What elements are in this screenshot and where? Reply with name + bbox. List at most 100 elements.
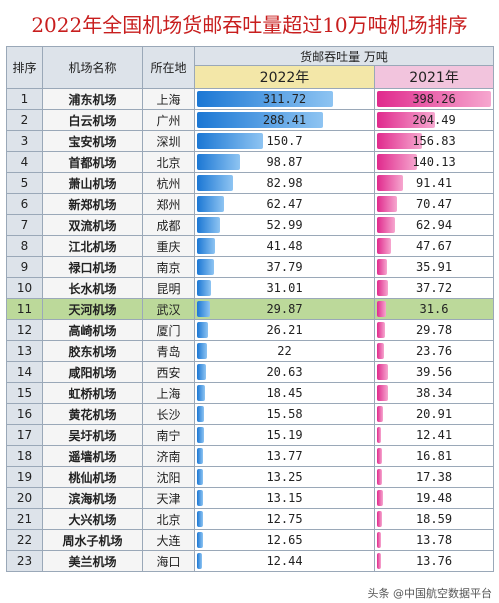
table-row: 21 大兴机场 北京 12.75 18.59 [6, 508, 495, 530]
bar-2022 [197, 280, 211, 296]
value-2021-cell: 13.76 [373, 550, 495, 572]
header-name: 机场名称 [42, 46, 143, 89]
airport-name-cell: 吴圩机场 [42, 424, 143, 446]
value-2022-label: 26.21 [266, 323, 303, 337]
airport-name-cell: 白云机场 [42, 109, 143, 131]
bar-2021 [377, 343, 384, 359]
value-2022-label: 311.72 [262, 92, 307, 106]
table-row: 2 白云机场 广州 288.41 204.49 [6, 109, 495, 131]
table-row: 23 美兰机场 海口 12.44 13.76 [6, 550, 495, 572]
table-row: 16 黄花机场 长沙 15.58 20.91 [6, 403, 495, 425]
value-2022-cell: 311.72 [194, 88, 375, 110]
value-2021-label: 29.78 [415, 323, 453, 337]
value-2022-label: 288.41 [262, 113, 307, 127]
city-cell: 重庆 [142, 235, 195, 257]
airport-name-cell: 大兴机场 [42, 508, 143, 530]
value-2022-label: 29.87 [266, 302, 303, 316]
rank-cell: 15 [6, 382, 43, 404]
rank-cell: 11 [6, 298, 43, 320]
value-2022-label: 13.15 [266, 491, 303, 505]
airport-name-cell: 黄花机场 [42, 403, 143, 425]
airport-name-cell: 宝安机场 [42, 130, 143, 152]
bar-2021 [377, 553, 381, 569]
value-2021-label: 204.49 [412, 113, 456, 127]
bar-2022 [197, 322, 208, 338]
rank-cell: 19 [6, 466, 43, 488]
table-row: 7 双流机场 成都 52.99 62.94 [6, 214, 495, 236]
header-rank: 排序 [6, 46, 43, 89]
value-2022-label: 41.48 [266, 239, 303, 253]
rank-cell: 5 [6, 172, 43, 194]
table-row: 6 新郑机场 郑州 62.47 70.47 [6, 193, 495, 215]
rank-cell: 3 [6, 130, 43, 152]
bar-2021 [377, 448, 382, 464]
bar-2022 [197, 532, 203, 548]
table-body: 1 浦东机场 上海 311.72 398.26 2 白云机场 广州 288.41 204.49 3 宝… [6, 88, 495, 572]
bar-2021 [377, 133, 422, 149]
bar-2021 [377, 427, 381, 443]
value-2021-cell: 38.34 [373, 382, 495, 404]
airport-name-cell: 首都机场 [42, 151, 143, 173]
city-cell: 长沙 [142, 403, 195, 425]
value-2021-label: 62.94 [415, 218, 453, 232]
value-2021-cell: 12.41 [373, 424, 495, 446]
value-2021-cell: 17.38 [373, 466, 495, 488]
rank-cell: 4 [6, 151, 43, 173]
value-2022-cell: 37.79 [194, 256, 375, 278]
value-2022-cell: 15.58 [194, 403, 375, 425]
city-cell: 南京 [142, 256, 195, 278]
value-2021-cell: 140.13 [373, 151, 495, 173]
value-2021-label: 38.34 [415, 386, 453, 400]
city-cell: 大连 [142, 529, 195, 551]
city-cell: 北京 [142, 508, 195, 530]
city-cell: 上海 [142, 88, 195, 110]
city-cell: 北京 [142, 151, 195, 173]
value-2022-cell: 26.21 [194, 319, 375, 341]
value-2021-cell: 20.91 [373, 403, 495, 425]
rank-cell: 17 [6, 424, 43, 446]
table-row: 9 禄口机场 南京 37.79 35.91 [6, 256, 495, 278]
airport-name-cell: 高崎机场 [42, 319, 143, 341]
airport-name-cell: 长水机场 [42, 277, 143, 299]
bar-2021 [377, 91, 491, 107]
value-2022-label: 98.87 [266, 155, 303, 169]
value-2022-label: 22 [277, 344, 292, 358]
value-2022-label: 150.7 [266, 134, 303, 148]
value-2022-label: 37.79 [266, 260, 303, 274]
city-cell: 西安 [142, 361, 195, 383]
table-row: 5 萧山机场 杭州 82.98 91.41 [6, 172, 495, 194]
bar-2021 [377, 259, 387, 275]
airport-name-cell: 江北机场 [42, 235, 143, 257]
table-row: 15 虹桥机场 上海 18.45 38.34 [6, 382, 495, 404]
value-2021-cell: 37.72 [373, 277, 495, 299]
value-2021-cell: 91.41 [373, 172, 495, 194]
rank-cell: 8 [6, 235, 43, 257]
value-2022-cell: 12.44 [194, 550, 375, 572]
bar-2021 [377, 301, 386, 317]
table-row: 12 高崎机场 厦门 26.21 29.78 [6, 319, 495, 341]
table-row: 17 吴圩机场 南宁 15.19 12.41 [6, 424, 495, 446]
value-2022-cell: 150.7 [194, 130, 375, 152]
value-2022-cell: 13.25 [194, 466, 375, 488]
value-2022-cell: 18.45 [194, 382, 375, 404]
value-2021-cell: 39.56 [373, 361, 495, 383]
airport-name-cell: 禄口机场 [42, 256, 143, 278]
table-row: 3 宝安机场 深圳 150.7 156.83 [6, 130, 495, 152]
value-2022-cell: 12.75 [194, 508, 375, 530]
value-2022-label: 62.47 [266, 197, 303, 211]
value-2021-label: 35.91 [415, 260, 453, 274]
value-2021-label: 20.91 [415, 407, 453, 421]
value-2022-cell: 13.77 [194, 445, 375, 467]
bar-2022 [197, 196, 224, 212]
airport-name-cell: 虹桥机场 [42, 382, 143, 404]
value-2022-cell: 98.87 [194, 151, 375, 173]
value-2022-label: 12.44 [266, 554, 303, 568]
value-2021-cell: 19.48 [373, 487, 495, 509]
city-cell: 沈阳 [142, 466, 195, 488]
airport-name-cell: 天河机场 [42, 298, 143, 320]
city-cell: 天津 [142, 487, 195, 509]
value-2021-cell: 47.67 [373, 235, 495, 257]
value-2021-label: 18.59 [415, 512, 453, 526]
airport-name-cell: 周水子机场 [42, 529, 143, 551]
